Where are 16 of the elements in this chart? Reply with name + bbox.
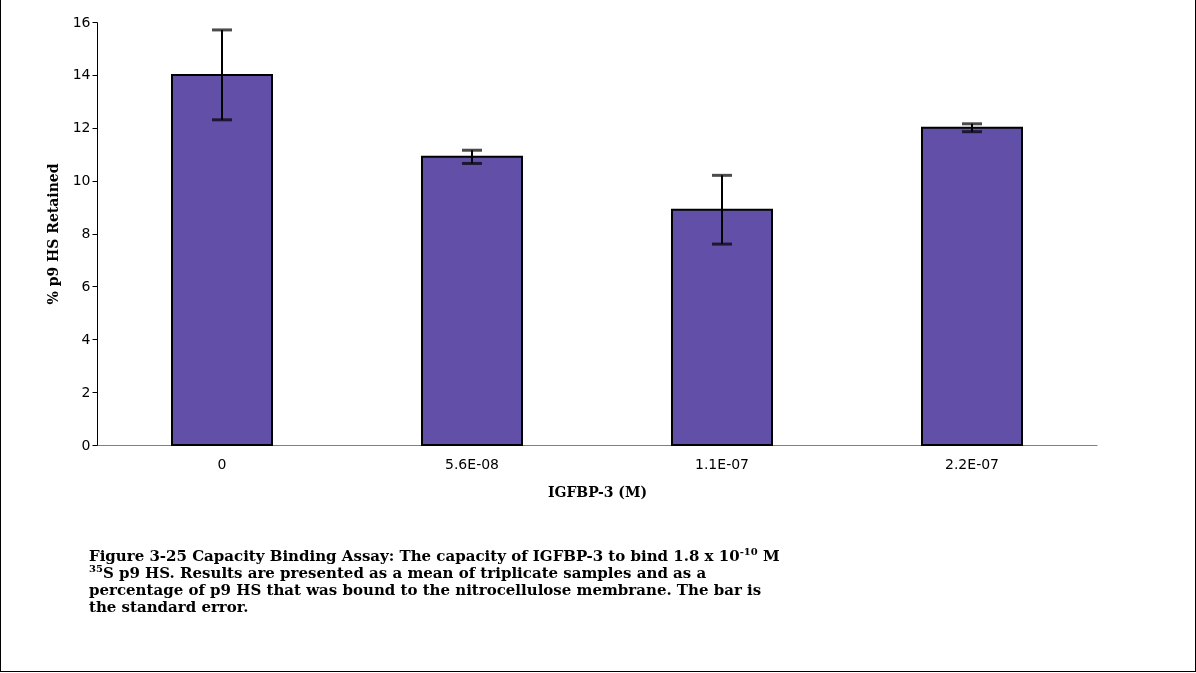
y-tick-label: 14 bbox=[72, 66, 91, 83]
x-tick-label: 1.1E-07 bbox=[695, 455, 749, 472]
x-tick-label: 0 bbox=[217, 455, 227, 472]
y-axis-title: % p9 HS Retained bbox=[44, 163, 61, 305]
y-tick-label: 0 bbox=[81, 436, 91, 453]
y-tick-label: 12 bbox=[72, 119, 91, 136]
x-tick-label: 2.2E-07 bbox=[945, 455, 999, 472]
y-tick-label: 8 bbox=[81, 225, 91, 241]
y-tick-label: 6 bbox=[81, 277, 91, 294]
x-axis-title: IGFBP-3 (M) bbox=[547, 483, 648, 500]
y-tick-label: 16 bbox=[72, 13, 91, 30]
text: Figure 3-25 Capacity Binding Assay: The capacity of IGFBP-3 to bind 1.8 x 10$^{-10}$ M $^{35}$S p9 HS. Results are presented as a mean of triplicate samples and as a percentage of p9 HS that was bound to the nitrocellulose membrane. The bar is the standard error. bbox=[89, 546, 780, 616]
y-tick-label: 4 bbox=[81, 330, 91, 347]
y-tick-label: 10 bbox=[72, 172, 91, 189]
x-tick-label: 5.6E-08 bbox=[445, 455, 499, 472]
y-tick-label: 2 bbox=[81, 383, 91, 400]
